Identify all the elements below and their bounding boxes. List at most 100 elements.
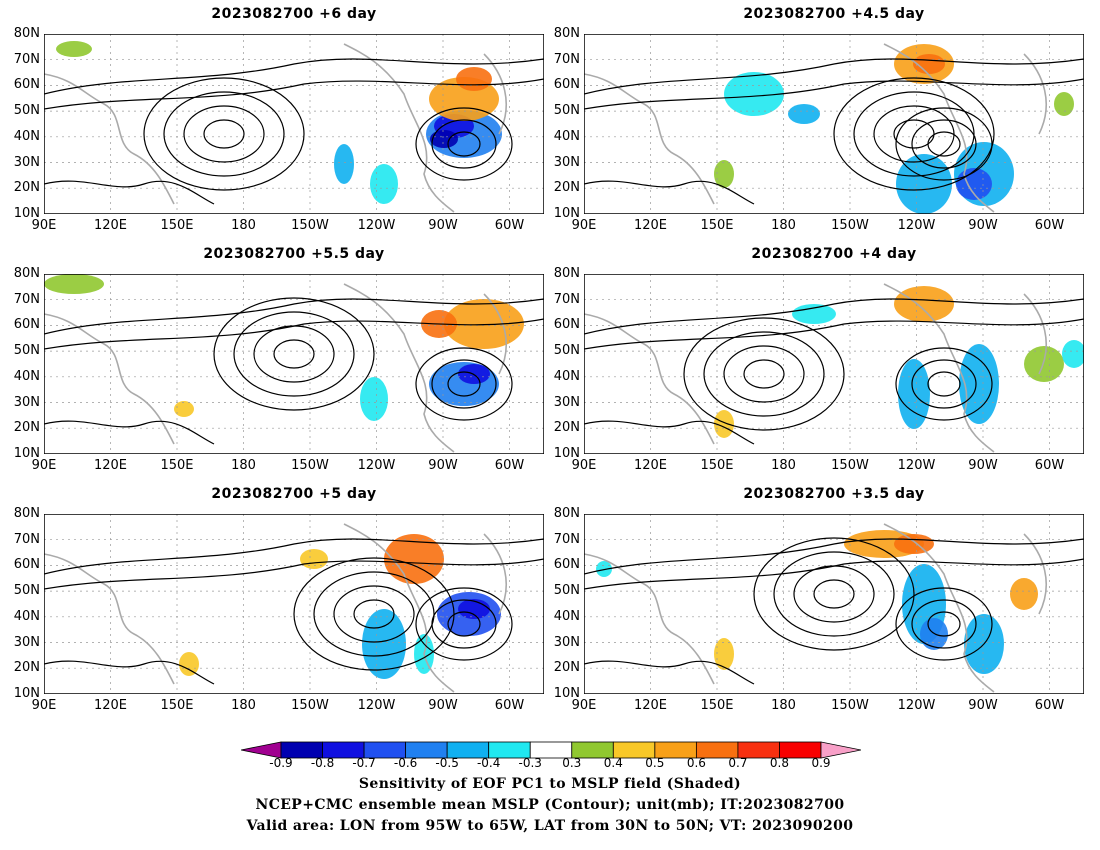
lon-tick-label: 120W — [357, 698, 396, 713]
colorbar-tick-label: -0.8 — [310, 756, 335, 770]
lat-tick-label: 30N — [553, 634, 580, 650]
lon-tick-label: 120E — [93, 698, 128, 713]
lon-tick-label: 150W — [831, 698, 869, 713]
lat-tick-label: 20N — [13, 420, 40, 436]
lon-tick-label: 90E — [31, 218, 57, 233]
lat-tick-label: 80N — [553, 266, 580, 281]
lon-tick-label: 120W — [897, 698, 936, 713]
lat-tick-label: 30N — [13, 154, 40, 170]
lat-tick-label: 40N — [553, 368, 580, 384]
lon-tick-label: 90E — [31, 458, 57, 473]
panel-title: 2023082700 +6 day — [211, 6, 377, 22]
lon-tick-label: 90W — [428, 698, 458, 713]
map-plot — [44, 34, 544, 214]
lat-tick-label: 50N — [13, 583, 40, 599]
lon-tick-label: 150E — [160, 458, 194, 473]
lat-tick-label: 50N — [553, 583, 580, 599]
lon-tick-label: 60W — [494, 458, 525, 473]
panel-title: 2023082700 +5 day — [211, 486, 377, 502]
lon-tick-label: 120E — [93, 218, 128, 233]
lat-tick-label: 30N — [553, 394, 580, 410]
map-plot — [584, 514, 1084, 694]
lat-tick-label: 10N — [553, 445, 580, 461]
lat-tick-label: 60N — [553, 77, 580, 93]
lat-tick-label: 50N — [13, 343, 40, 359]
lon-tick-label: 90E — [571, 698, 597, 713]
colorbar-tick-label: 0.5 — [645, 756, 665, 770]
lon-tick-label: 150W — [291, 458, 329, 473]
lon-tick-label: 90W — [428, 458, 458, 473]
lon-tick-label: 90E — [31, 698, 57, 713]
lat-tick-label: 70N — [13, 291, 40, 307]
lat-tick-label: 10N — [553, 685, 580, 701]
lat-tick-label: 10N — [13, 205, 40, 221]
lat-tick-label: 70N — [13, 531, 40, 547]
lon-tick-label: 120W — [357, 218, 396, 233]
map-panel-2: 2023082700 +4.5 day 80N 70N 60N 50N 40N 30N 20… — [544, 0, 1089, 240]
lat-tick-label: 70N — [553, 531, 580, 547]
lat-tick-label: 10N — [553, 205, 580, 221]
lon-tick-label: 60W — [1034, 458, 1065, 473]
lat-tick-label: 70N — [553, 51, 580, 67]
colorbar-tick-label: 0.6 — [686, 756, 706, 770]
lon-tick-label: 120E — [93, 458, 128, 473]
colorbar — [241, 741, 861, 759]
lon-tick-label: 90W — [968, 698, 998, 713]
lon-tick-label: 60W — [1034, 698, 1065, 713]
lat-tick-label: 20N — [13, 660, 40, 676]
lat-tick-label: 30N — [13, 394, 40, 410]
lat-tick-label: 80N — [13, 26, 40, 41]
lat-tick-label: 40N — [13, 128, 40, 144]
lon-tick-label: 90W — [968, 458, 998, 473]
lon-tick-label: 120W — [357, 458, 396, 473]
map-plot — [44, 274, 544, 454]
colorbar-tick-label: -0.6 — [393, 756, 418, 770]
lat-tick-label: 20N — [13, 180, 40, 196]
lon-tick-label: 120E — [633, 458, 668, 473]
map-panel-5: 2023082700 +5 day 80N 70N 60N 50N 40N 30N 20N 1… — [4, 480, 549, 720]
panel-title: 2023082700 +4.5 day — [743, 6, 925, 22]
lat-tick-label: 40N — [553, 608, 580, 624]
lat-tick-label: 50N — [13, 103, 40, 119]
lon-tick-label: 180 — [771, 458, 796, 473]
lon-tick-label: 120E — [633, 218, 668, 233]
colorbar-tick-label: 0.8 — [769, 756, 789, 770]
lat-tick-label: 60N — [13, 317, 40, 333]
lat-tick-label: 10N — [13, 685, 40, 701]
lat-tick-label: 20N — [553, 660, 580, 676]
colorbar-tick-label: -0.7 — [352, 756, 376, 770]
lon-tick-label: 180 — [771, 698, 796, 713]
panel-title: 2023082700 +4 day — [751, 246, 917, 262]
lon-tick-label: 90E — [571, 458, 597, 473]
colorbar-tick-label: 0.9 — [811, 756, 831, 770]
lon-tick-label: 150W — [831, 218, 869, 233]
lat-tick-label: 50N — [553, 343, 580, 359]
lat-tick-label: 40N — [13, 608, 40, 624]
panel-title: 2023082700 +5.5 day — [203, 246, 385, 262]
lat-tick-label: 60N — [553, 557, 580, 573]
lat-tick-label: 50N — [553, 103, 580, 119]
lon-tick-label: 150E — [160, 218, 194, 233]
map-plot — [584, 274, 1084, 454]
lat-tick-label: 30N — [553, 154, 580, 170]
lon-tick-label: 150E — [700, 698, 734, 713]
lat-tick-label: 70N — [553, 291, 580, 307]
colorbar-tick-label: -0.5 — [435, 756, 459, 770]
lon-tick-label: 150W — [291, 218, 329, 233]
lon-tick-label: 90E — [571, 218, 597, 233]
map-panel-6: 2023082700 +3.5 day 80N 70N 60N 50N 40N 30N 20… — [544, 480, 1089, 720]
lat-tick-label: 60N — [13, 557, 40, 573]
map-plot — [584, 34, 1084, 214]
caption-line-2: NCEP+CMC ensemble mean MSLP (Contour); u… — [255, 797, 845, 813]
colorbar-tick-label: -0.4 — [476, 756, 501, 770]
caption-line-3: Valid area: LON from 95W to 65W, LAT fro… — [246, 818, 854, 834]
lon-tick-label: 180 — [231, 698, 256, 713]
caption-line-1: Sensitivity of EOF PC1 to MSLP field (Sh… — [358, 776, 742, 792]
lat-tick-label: 80N — [553, 506, 580, 521]
colorbar-tick-label: 0.7 — [728, 756, 748, 770]
lon-tick-label: 60W — [494, 218, 525, 233]
lon-tick-label: 150W — [831, 458, 869, 473]
lon-tick-label: 120W — [897, 218, 936, 233]
panel-title: 2023082700 +3.5 day — [743, 486, 925, 502]
lat-tick-label: 70N — [13, 51, 40, 67]
